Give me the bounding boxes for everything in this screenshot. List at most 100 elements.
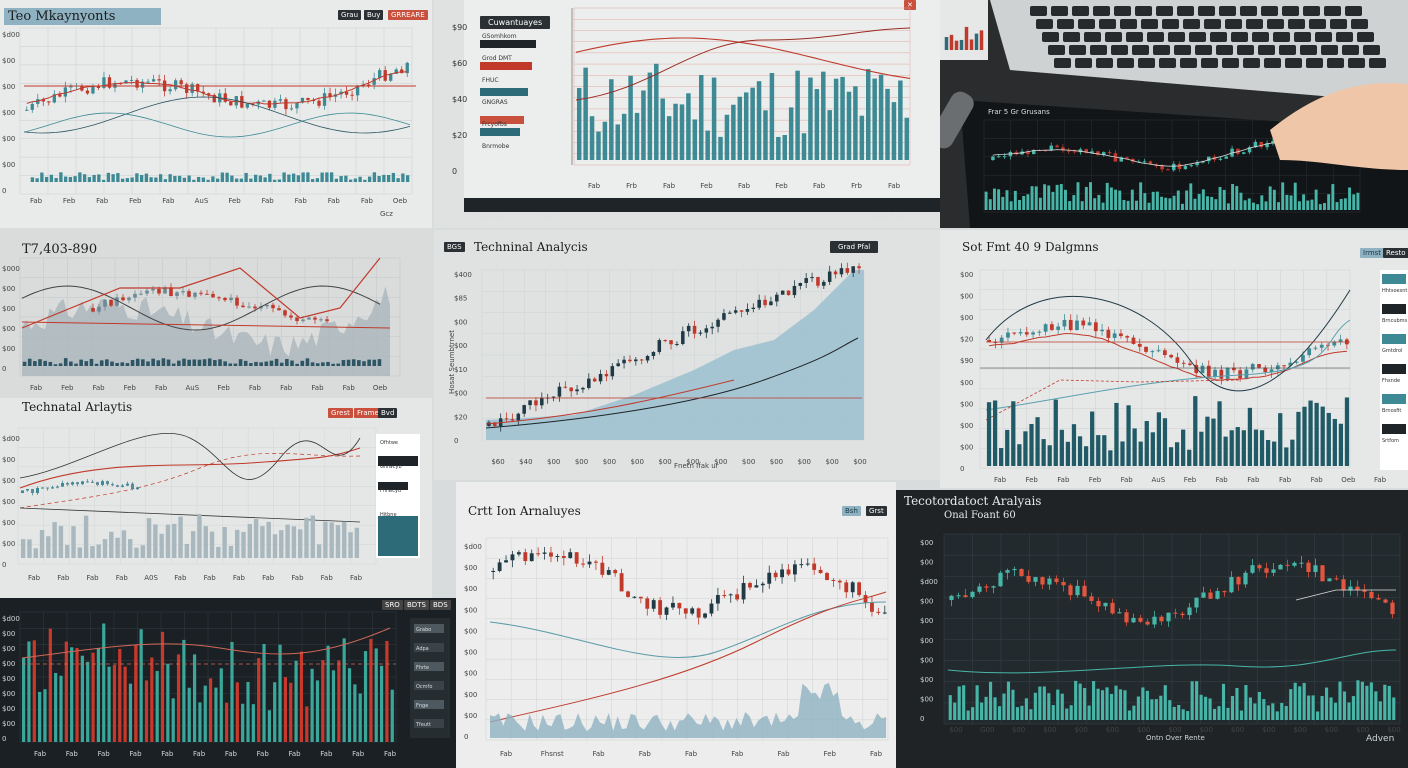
candle-body <box>1018 332 1023 334</box>
volume-bar <box>997 189 1001 210</box>
price-bar <box>171 698 175 742</box>
volume-bar <box>1065 441 1071 466</box>
candle-body <box>69 86 73 88</box>
volume-bar <box>1029 709 1033 720</box>
candle-body <box>1078 149 1083 153</box>
panel-5-chip[interactable]: Grad Pfal <box>830 241 879 253</box>
candle-body <box>1152 616 1157 625</box>
candle-body <box>175 292 179 297</box>
volume-bar <box>239 178 244 182</box>
panel-7-chip-1[interactable]: Grest <box>328 408 353 418</box>
volume-bar <box>171 363 176 366</box>
candle-body <box>157 79 161 81</box>
candle-body <box>561 556 566 558</box>
volume-bar <box>1168 198 1172 210</box>
x-tick-label: Fab <box>96 197 109 205</box>
candle-body <box>696 608 701 618</box>
candle-body <box>1206 365 1211 377</box>
y-tick-label: $90 <box>960 357 973 365</box>
volume-bar <box>235 529 240 558</box>
candle-body <box>295 317 299 322</box>
panel-1-chip-1[interactable]: Grau <box>338 10 362 20</box>
chart-panel-1: Teo Mkaynyonts Grau Buy GRREARE Gcz $d00… <box>0 0 432 228</box>
volume-bar <box>264 361 269 366</box>
indicator-line <box>947 649 1397 674</box>
x-tick-label: Fab <box>685 750 698 758</box>
price-bar <box>369 638 373 742</box>
volume-bar <box>1160 196 1164 210</box>
panel-6-chip-1[interactable]: Irmst <box>1360 248 1385 258</box>
candle-body <box>247 306 251 308</box>
y-tick-label: $00 <box>920 559 933 567</box>
keyboard-key <box>1078 19 1095 29</box>
candle-body <box>179 80 183 85</box>
panel-9-footer-left: Ontn Over Rente <box>1146 734 1205 742</box>
panel-1-chip-2[interactable]: Buy <box>364 10 384 20</box>
keyboard-key <box>1141 19 1158 29</box>
candle-body <box>129 79 134 81</box>
sidebar-item <box>414 681 444 690</box>
candle-body <box>845 268 850 273</box>
candle-body <box>389 73 393 81</box>
y-tick-label: $00 <box>920 656 933 664</box>
candle-body <box>1257 565 1262 569</box>
candle-body <box>196 84 200 92</box>
sidebar-label: Fnge <box>416 703 428 709</box>
y-tick-label: $00 <box>2 285 15 293</box>
volume-bar <box>1034 186 1038 210</box>
volume-bar <box>1084 186 1088 210</box>
trend-line <box>19 507 361 523</box>
panel-7-chip-3[interactable]: Bvd <box>378 408 398 418</box>
panel-7-chip-2[interactable]: Frame <box>354 408 382 418</box>
y-tick-label: $00 <box>960 443 973 451</box>
panel-2-inner <box>464 0 940 212</box>
candle-body <box>1089 596 1094 601</box>
volume-bar <box>1241 430 1246 466</box>
sidebar-item <box>1382 424 1406 434</box>
volume-bar <box>192 179 196 182</box>
y-tick-label: $60 <box>452 59 467 68</box>
candle-body <box>1047 578 1052 585</box>
volume-bar <box>73 176 77 182</box>
volume-bar <box>213 360 217 366</box>
candle-body <box>1040 577 1045 585</box>
candle-body <box>504 418 509 420</box>
panel-8-chip-2[interactable]: Grst <box>866 506 887 516</box>
x-tick-label: $00 <box>1137 726 1150 734</box>
panel-7-title: Technatal Arlaytis <box>22 400 133 414</box>
panel-2-close[interactable]: ✕ <box>904 0 916 10</box>
y-tick-label: $00 <box>960 422 973 430</box>
volume-bar <box>957 686 961 720</box>
candle-body <box>25 109 29 111</box>
y-tick-label: $85 <box>454 295 467 303</box>
volume-bar <box>1383 684 1387 720</box>
keyboard-key <box>1048 45 1065 55</box>
panel-10-chip-2[interactable]: BDTS <box>404 600 429 610</box>
volume-bar <box>215 178 220 182</box>
volume-bar <box>1193 198 1197 210</box>
volume-bar <box>344 175 348 182</box>
panel-8-chip-1[interactable]: Bsh <box>842 506 861 516</box>
panel-10-chip-3[interactable]: BDS <box>430 600 451 610</box>
candle-body <box>1159 616 1164 622</box>
candle-body <box>1019 568 1024 576</box>
volume-bar <box>1248 697 1252 720</box>
candle-body <box>704 328 709 333</box>
x-tick-label: $00 <box>1200 726 1213 734</box>
volume-bar <box>1126 200 1130 210</box>
candle-body <box>963 595 968 598</box>
panel-6-chip-2[interactable]: Resto <box>1383 248 1408 258</box>
volume-bar <box>1338 681 1342 720</box>
panel-10-chip-1[interactable]: SRO <box>382 600 403 610</box>
volume-bar <box>305 358 310 366</box>
panel-1-chip-3[interactable]: GRREARE <box>388 10 428 20</box>
y-tick-label: $00 <box>454 318 467 326</box>
candle-body <box>187 291 191 297</box>
volume-bar <box>1042 686 1046 720</box>
volume-bar <box>274 358 279 366</box>
volume-bar <box>1187 449 1192 466</box>
candle-body <box>1145 621 1150 625</box>
x-tick-label: $00 <box>1012 726 1025 734</box>
x-tick-label: Fab <box>361 197 374 205</box>
histogram-bar <box>801 133 807 160</box>
